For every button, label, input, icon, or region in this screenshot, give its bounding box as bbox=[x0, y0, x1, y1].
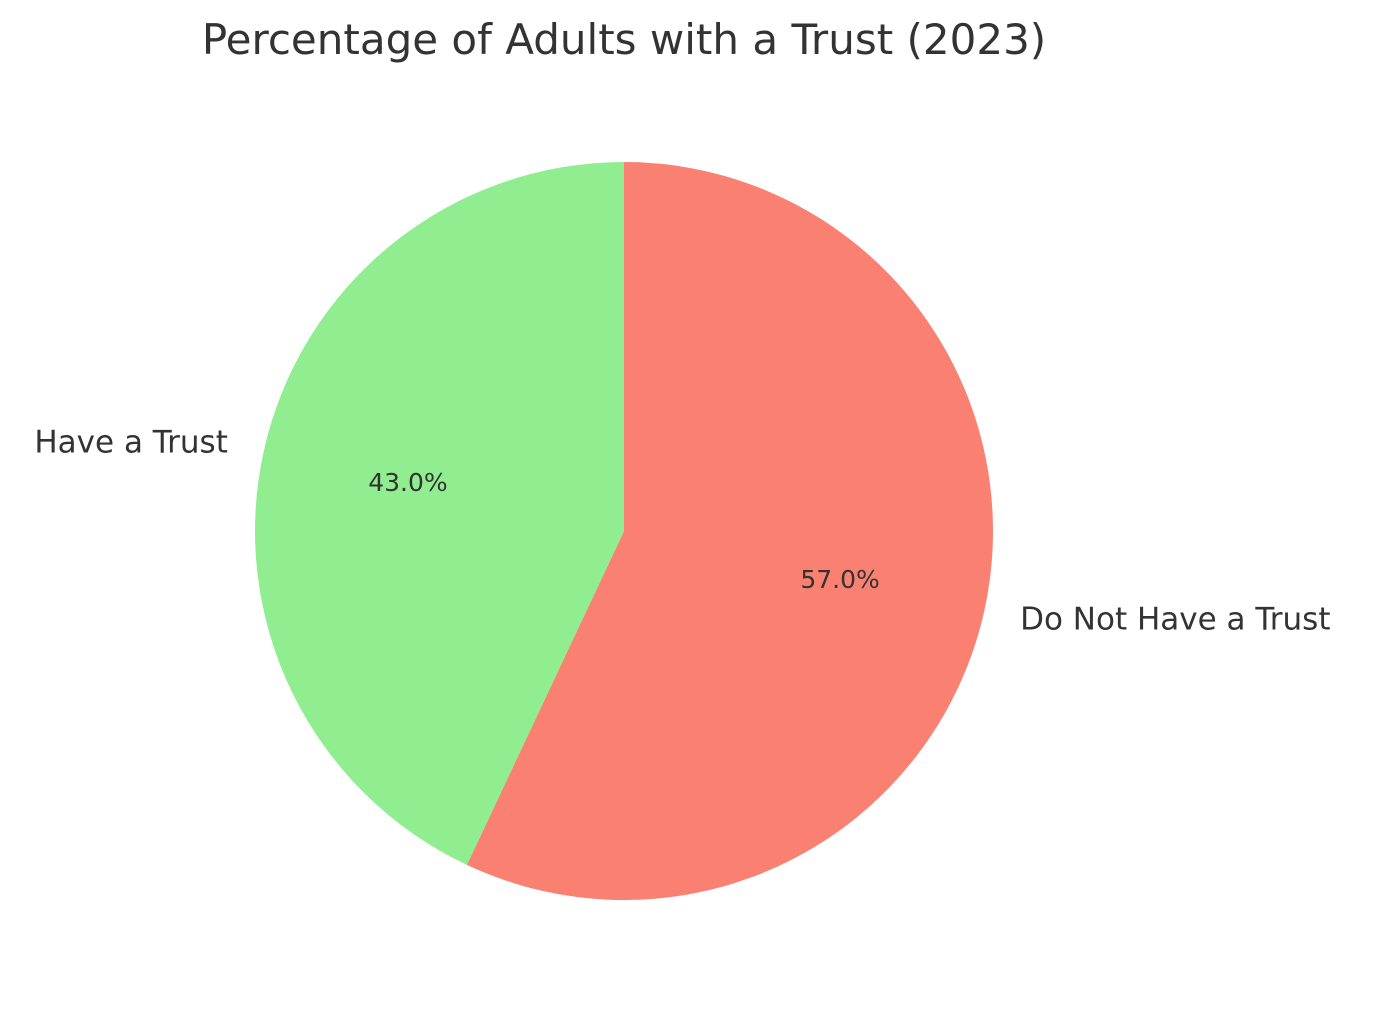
pie-slices bbox=[255, 162, 994, 901]
pie-slice-do-not-have-a-trust bbox=[466, 162, 994, 901]
slice-label: Do Not Have a Trust bbox=[1020, 602, 1330, 638]
slice-percent-label: 57.0% bbox=[800, 565, 879, 594]
slice-label: Have a Trust bbox=[34, 424, 228, 460]
pie-labels: Do Not Have a Trust 57.0% Have a Trust 43.0… bbox=[34, 424, 1330, 637]
slice-percent-label: 43.0% bbox=[368, 468, 447, 497]
chart-title: Percentage of Adults with a Trust (2023) bbox=[202, 15, 1046, 64]
pie-slice-have-a-trust bbox=[255, 162, 624, 865]
